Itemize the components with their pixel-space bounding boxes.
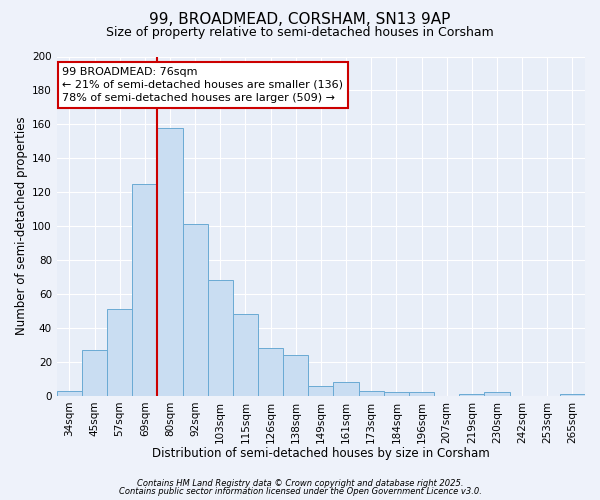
Text: Contains public sector information licensed under the Open Government Licence v3: Contains public sector information licen… xyxy=(119,487,481,496)
Bar xyxy=(208,280,233,396)
X-axis label: Distribution of semi-detached houses by size in Corsham: Distribution of semi-detached houses by … xyxy=(152,447,490,460)
Bar xyxy=(409,392,434,396)
Bar xyxy=(233,314,258,396)
Bar xyxy=(258,348,283,396)
Text: 99 BROADMEAD: 76sqm
← 21% of semi-detached houses are smaller (136)
78% of semi-: 99 BROADMEAD: 76sqm ← 21% of semi-detach… xyxy=(62,66,343,103)
Bar xyxy=(484,392,509,396)
Bar xyxy=(334,382,359,396)
Y-axis label: Number of semi-detached properties: Number of semi-detached properties xyxy=(15,117,28,336)
Bar xyxy=(459,394,484,396)
Text: Size of property relative to semi-detached houses in Corsham: Size of property relative to semi-detach… xyxy=(106,26,494,39)
Bar xyxy=(82,350,107,396)
Bar xyxy=(182,224,208,396)
Text: 99, BROADMEAD, CORSHAM, SN13 9AP: 99, BROADMEAD, CORSHAM, SN13 9AP xyxy=(149,12,451,28)
Bar xyxy=(384,392,409,396)
Bar xyxy=(359,391,384,396)
Bar xyxy=(283,355,308,396)
Bar xyxy=(57,391,82,396)
Bar xyxy=(560,394,585,396)
Bar xyxy=(157,128,182,396)
Text: Contains HM Land Registry data © Crown copyright and database right 2025.: Contains HM Land Registry data © Crown c… xyxy=(137,478,463,488)
Bar xyxy=(107,310,132,396)
Bar xyxy=(132,184,157,396)
Bar xyxy=(308,386,334,396)
